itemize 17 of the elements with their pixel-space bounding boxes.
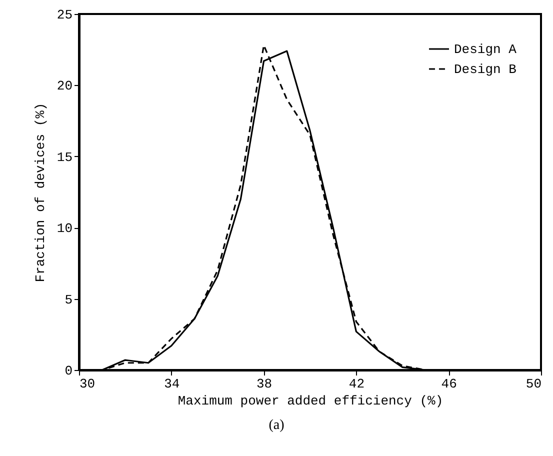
y-tick-label: 25 <box>56 8 72 22</box>
text: (a) <box>268 418 286 434</box>
y-tick-label: 0 <box>64 364 72 378</box>
y-axis-title: Fraction of devices (%) <box>32 102 48 282</box>
x-tick-label: 42 <box>348 376 365 392</box>
x-tick-label: 50 <box>526 376 542 392</box>
y-tick-label: 5 <box>64 292 72 308</box>
x-tick-label: 30 <box>80 376 96 392</box>
x-tick-label: 34 <box>164 376 180 392</box>
x-tick-label: 38 <box>256 376 272 392</box>
legend-label: Design A <box>454 42 517 57</box>
legend-label: Design B <box>454 62 517 77</box>
y-tick-label: 20 <box>56 78 72 94</box>
y-tick-label: 15 <box>56 150 72 165</box>
x-axis-title: Maximum power added efficiency (%) <box>178 394 444 408</box>
x-tick-label: 46 <box>441 376 457 392</box>
y-tick-label: 10 <box>56 221 72 236</box>
